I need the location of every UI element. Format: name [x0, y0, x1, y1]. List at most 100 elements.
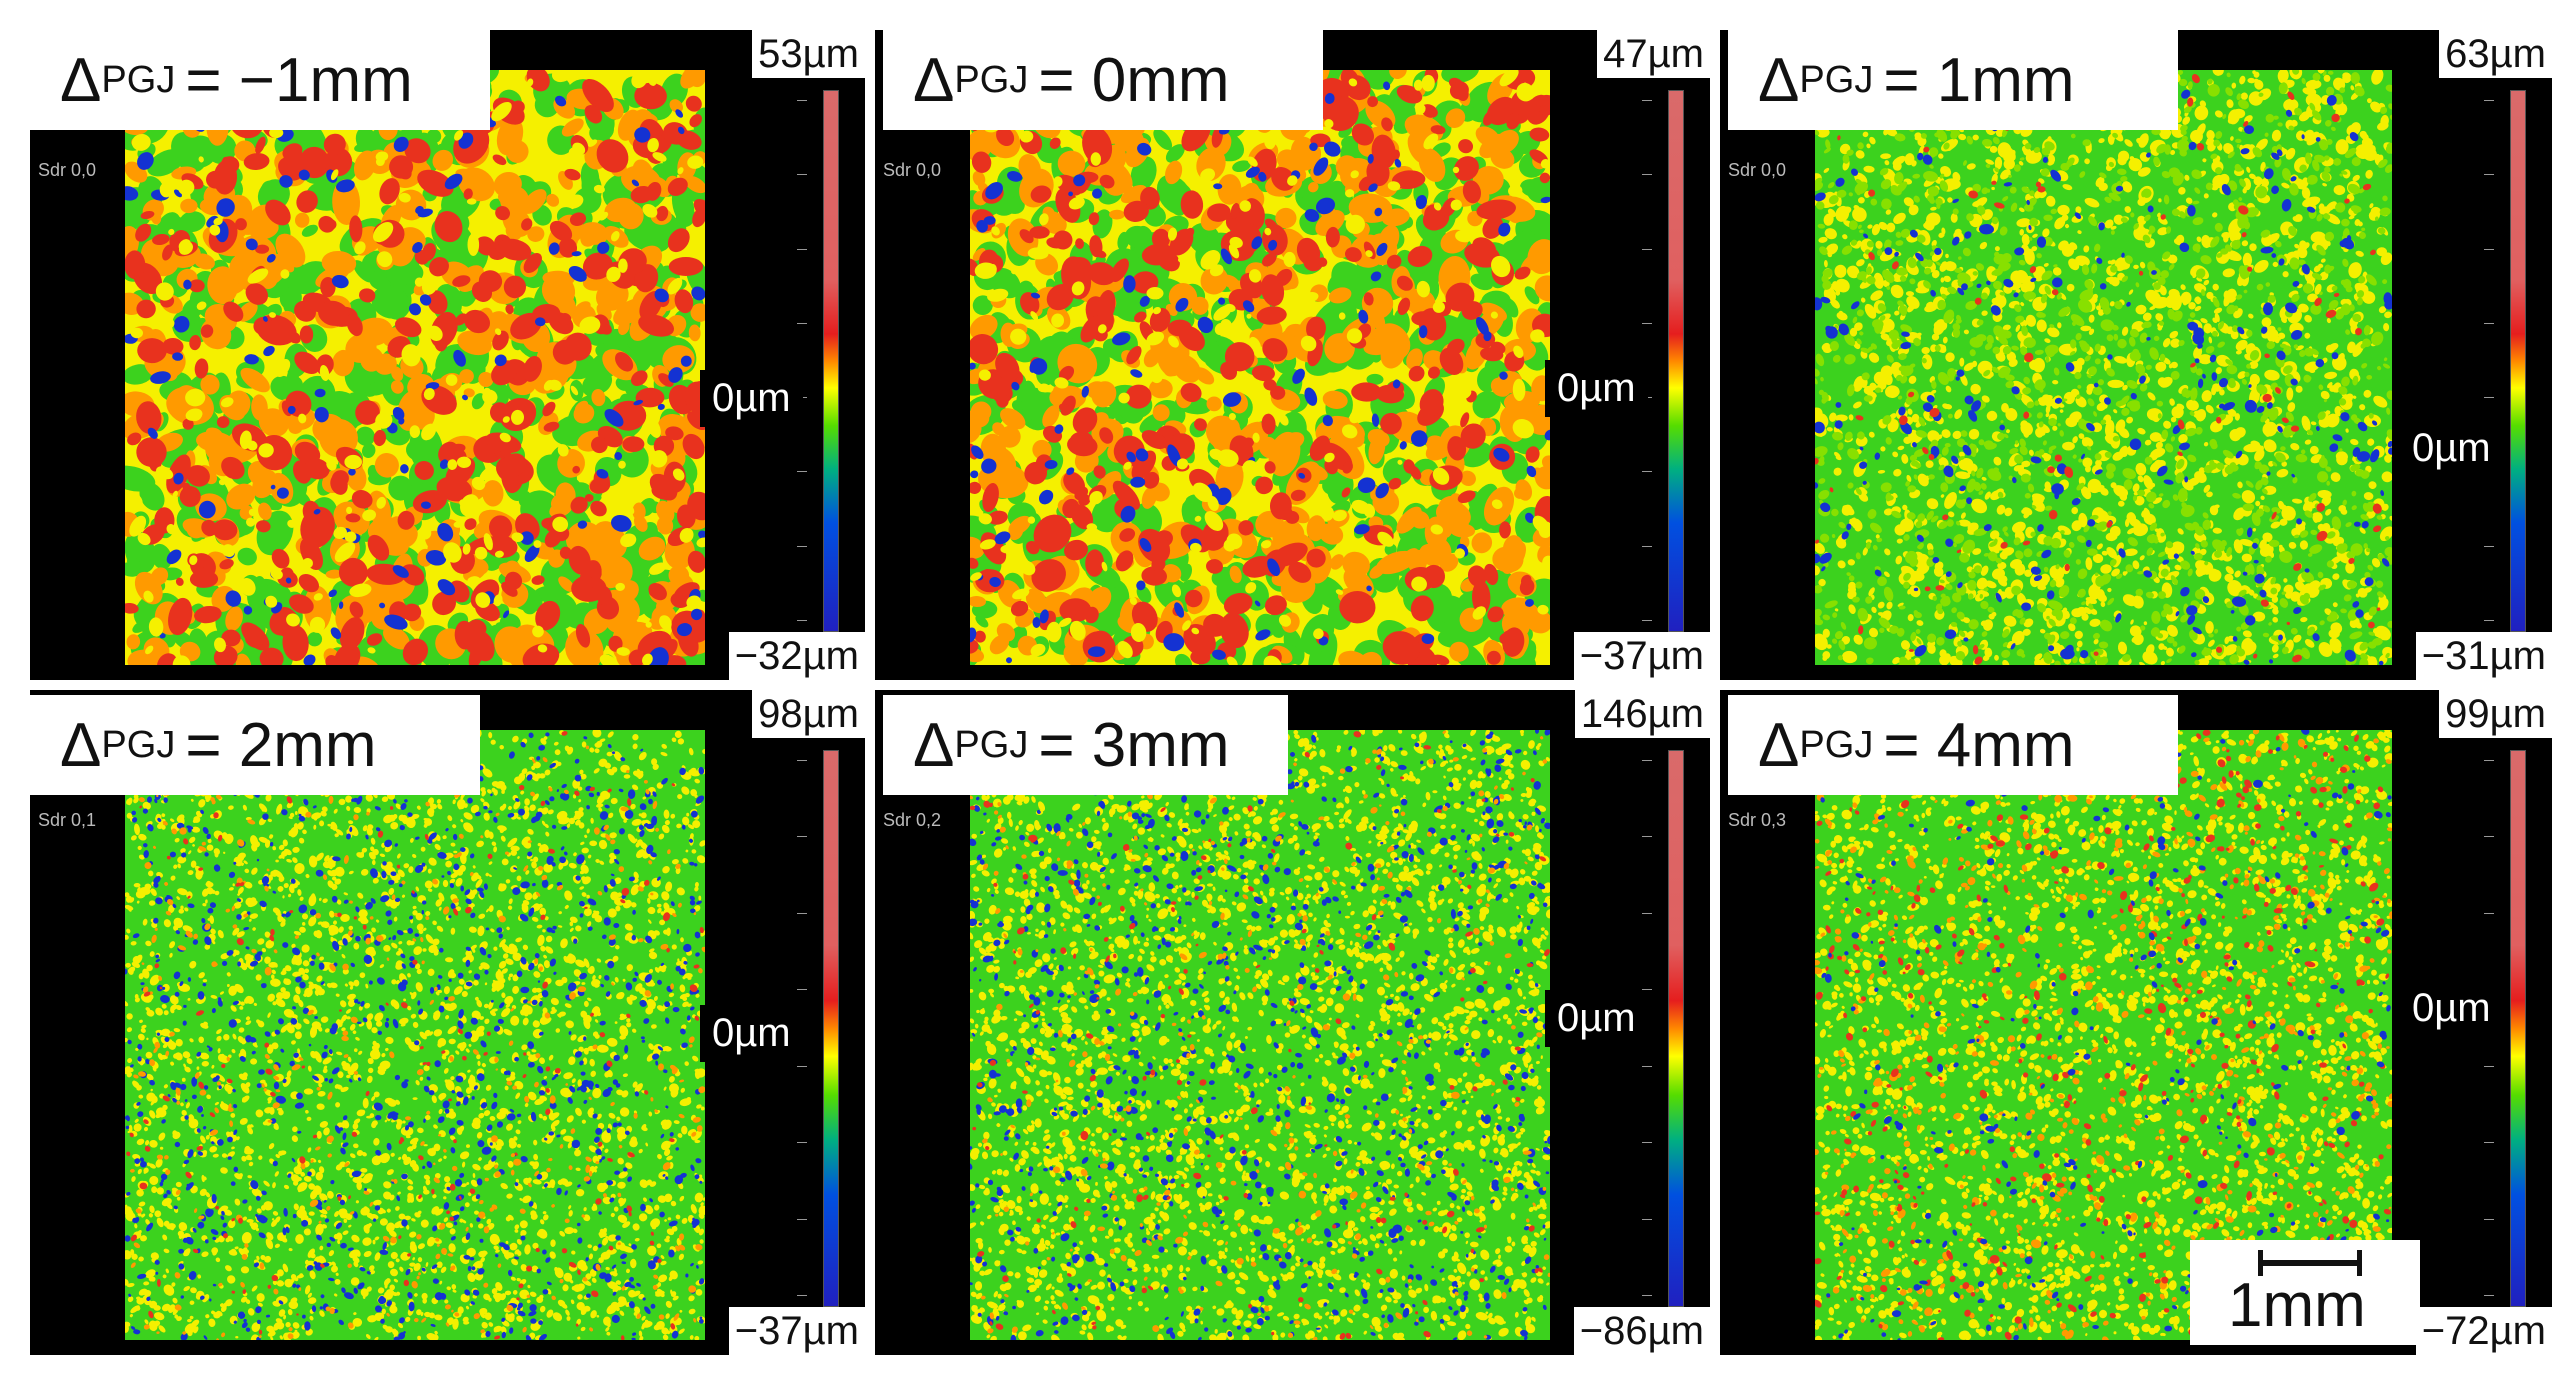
surface-map-panel: Sdr 0,1 98µm −37µm 0µm Δ PGJ = 2mm	[30, 690, 865, 1355]
scale-min-label: −31µm	[2415, 632, 2552, 680]
height-map-texture	[125, 730, 705, 1340]
color-scale-tick	[797, 620, 807, 621]
color-scale-tick	[797, 1065, 807, 1067]
scale-zero-label: 0µm	[700, 370, 803, 427]
delta-pgj-label: Δ PGJ = −1mm	[30, 30, 490, 130]
color-scale-tick	[1642, 620, 1652, 621]
color-scale-tick	[1642, 1142, 1652, 1144]
color-scale-tick	[797, 989, 807, 991]
scale-zero-label: 0µm	[2400, 420, 2503, 477]
scale-max-label: 53µm	[752, 30, 865, 78]
scale-max-label: 47µm	[1597, 30, 1710, 78]
color-scale-tick	[797, 912, 807, 914]
height-map-texture	[970, 730, 1550, 1340]
sdr-readout: Sdr 0,0	[1728, 160, 1787, 180]
color-scale-tick	[2484, 620, 2494, 621]
delta-symbol: Δ	[913, 710, 955, 780]
delta-symbol: Δ	[1758, 710, 1800, 780]
texture-layer	[1815, 70, 2382, 665]
delta-value: = 3mm	[1038, 710, 1230, 780]
color-scale-tick	[1642, 545, 1652, 547]
texture-layer	[1815, 70, 2392, 665]
color-scale-tick	[797, 248, 807, 250]
sdr-readout: Sdr 0,1	[38, 810, 97, 830]
color-scale-tick	[2484, 760, 2494, 761]
color-scale-tick	[797, 1295, 807, 1296]
color-scale-tick	[1642, 100, 1652, 101]
color-scale-bar	[2510, 750, 2526, 1307]
scale-max-label: 98µm	[752, 690, 865, 738]
height-map-texture	[970, 70, 1550, 665]
sdr-readout: Sdr 0,0	[38, 160, 97, 180]
height-map-texture	[1815, 70, 2392, 665]
scale-bar-cap	[2357, 1250, 2362, 1276]
delta-value: = 2mm	[185, 710, 377, 780]
color-scale-tick	[1642, 174, 1652, 176]
delta-symbol: Δ	[1758, 45, 1800, 115]
color-scale-tick	[1642, 760, 1652, 761]
scale-zero-label: 0µm	[1545, 360, 1648, 417]
texture-layer	[970, 731, 1550, 1340]
color-scale-tick	[2484, 836, 2494, 838]
color-scale-tick	[2484, 397, 2494, 399]
color-scale-tick	[1642, 1295, 1652, 1296]
height-map	[125, 730, 705, 1340]
delta-subscript: PGJ	[954, 723, 1029, 766]
delta-value: = −1mm	[185, 45, 413, 115]
sdr-readout: Sdr 0,3	[1728, 810, 1787, 830]
delta-subscript: PGJ	[1799, 723, 1874, 766]
height-map	[125, 70, 705, 665]
color-scale-tick	[2484, 248, 2494, 250]
delta-pgj-label: Δ PGJ = 0mm	[883, 30, 1323, 130]
scale-zero-label: 0µm	[700, 1005, 803, 1062]
color-scale-bar	[1668, 750, 1684, 1307]
delta-subscript: PGJ	[1799, 58, 1874, 101]
color-scale-tick	[2484, 174, 2494, 176]
scale-bar-cap	[2258, 1250, 2263, 1276]
color-scale-tick	[797, 836, 807, 838]
color-scale-bar	[1668, 90, 1684, 632]
scale-bar-line	[2260, 1260, 2360, 1266]
scale-min-label: −37µm	[1573, 632, 1710, 680]
color-scale-bar	[2510, 90, 2526, 632]
color-scale-tick	[1642, 322, 1652, 324]
color-scale-tick	[2484, 1218, 2494, 1220]
color-scale-tick	[2484, 1065, 2494, 1067]
color-scale-tick	[2484, 1295, 2494, 1296]
height-map-texture	[125, 70, 705, 665]
color-scale-tick	[797, 1218, 807, 1220]
delta-symbol: Δ	[60, 710, 102, 780]
color-scale-tick	[797, 174, 807, 176]
color-scale-tick	[2484, 912, 2494, 914]
delta-subscript: PGJ	[954, 58, 1029, 101]
color-scale-tick	[797, 100, 807, 101]
color-scale-tick	[797, 1142, 807, 1144]
delta-pgj-label: Δ PGJ = 3mm	[883, 695, 1288, 795]
texture-layer	[970, 730, 1550, 1340]
scale-bar: 1mm	[2190, 1240, 2420, 1345]
color-scale-tick	[797, 322, 807, 324]
height-map	[1815, 70, 2392, 665]
surface-map-panel: Sdr 0,3 99µm −72µm 0µm Δ PGJ = 4mm	[1720, 690, 2552, 1355]
color-scale-tick	[2484, 545, 2494, 547]
sdr-readout: Sdr 0,0	[883, 160, 942, 180]
color-scale-tick	[797, 545, 807, 547]
color-scale-tick	[1642, 912, 1652, 914]
delta-pgj-label: Δ PGJ = 4mm	[1728, 695, 2178, 795]
texture-layer	[970, 730, 1550, 1340]
color-scale-tick	[797, 760, 807, 761]
delta-subscript: PGJ	[101, 723, 176, 766]
scale-min-label: −32µm	[728, 632, 865, 680]
color-scale-tick	[1642, 1218, 1652, 1220]
delta-pgj-label: Δ PGJ = 2mm	[30, 695, 480, 795]
surface-map-panel: Sdr 0,0 47µm −37µm 0µm Δ PGJ = 0mm	[875, 30, 1710, 680]
delta-symbol: Δ	[913, 45, 955, 115]
scale-zero-label: 0µm	[1545, 990, 1648, 1047]
delta-value: = 1mm	[1883, 45, 2075, 115]
surface-map-panel: Sdr 0,2 146µm −86µm 0µm Δ PGJ = 3mm	[875, 690, 1710, 1355]
color-scale-tick	[1642, 1065, 1652, 1067]
sdr-readout: Sdr 0,2	[883, 810, 942, 830]
delta-subscript: PGJ	[101, 58, 176, 101]
color-scale-tick	[1642, 248, 1652, 250]
